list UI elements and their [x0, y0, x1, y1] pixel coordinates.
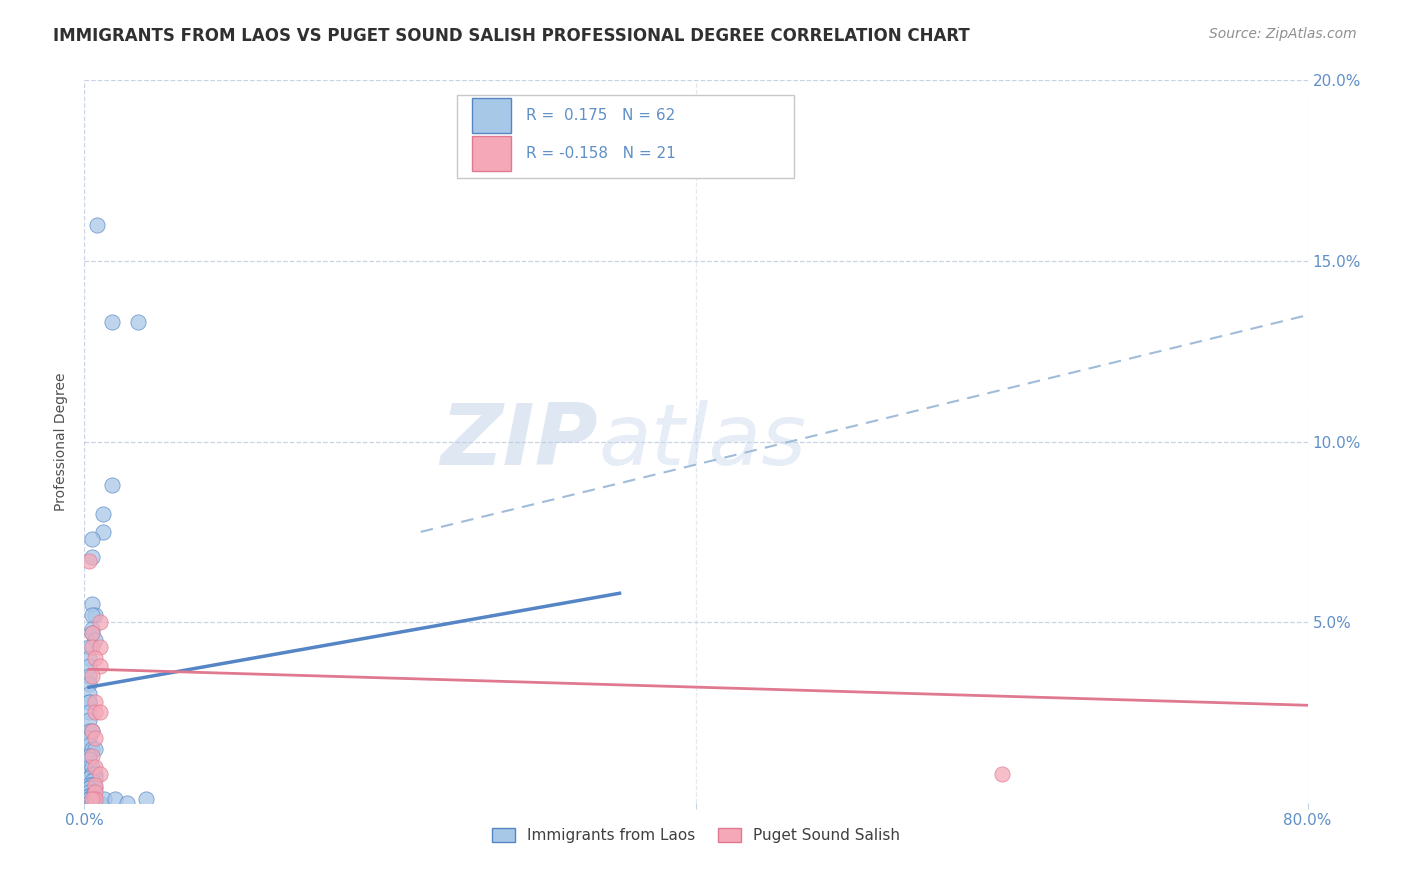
Point [80, 623, 103, 637]
Point [77, 789, 100, 803]
Point [89, 767, 111, 781]
Text: IMMIGRANTS FROM LAOS VS PUGET SOUND SALISH PROFESSIONAL DEGREE CORRELATION CHART: IMMIGRANTS FROM LAOS VS PUGET SOUND SALI… [53, 27, 970, 45]
Point [84, 767, 107, 781]
Point [84, 741, 107, 756]
Point [80, 626, 103, 640]
Point [77, 785, 100, 799]
Text: ZIP: ZIP [440, 400, 598, 483]
Point [77, 778, 100, 792]
Point [77, 658, 100, 673]
Point [89, 658, 111, 673]
Point [84, 760, 107, 774]
Point [80, 778, 103, 792]
Point [77, 676, 100, 690]
Point [80, 789, 103, 803]
Point [80, 669, 103, 683]
Point [77, 731, 100, 745]
Point [80, 741, 103, 756]
Point [77, 554, 100, 568]
Point [84, 796, 107, 810]
Point [77, 781, 100, 796]
Point [77, 687, 100, 701]
Point [77, 792, 100, 806]
Point [84, 695, 107, 709]
Point [80, 532, 103, 546]
Point [77, 723, 100, 738]
Point [80, 778, 103, 792]
Point [84, 792, 107, 806]
Point [77, 695, 100, 709]
Point [84, 633, 107, 648]
Point [77, 695, 100, 709]
Point [77, 760, 100, 774]
Point [991, 767, 1014, 781]
Point [80, 550, 103, 565]
Point [104, 792, 127, 806]
Point [89, 706, 111, 720]
Text: Source: ZipAtlas.com: Source: ZipAtlas.com [1209, 27, 1357, 41]
Point [89, 640, 111, 655]
Point [80, 640, 103, 655]
Point [80, 597, 103, 611]
Point [84, 607, 107, 622]
Point [91, 507, 114, 521]
Point [84, 778, 107, 792]
Point [84, 731, 107, 745]
Point [80, 723, 103, 738]
Point [77, 706, 100, 720]
FancyBboxPatch shape [472, 136, 512, 171]
Point [77, 796, 100, 810]
Point [84, 771, 107, 785]
Point [80, 760, 103, 774]
Point [135, 792, 157, 806]
Point [89, 615, 111, 630]
Point [77, 792, 100, 806]
Point [80, 792, 103, 806]
Point [77, 748, 100, 763]
Text: R =  0.175   N = 62: R = 0.175 N = 62 [526, 108, 675, 123]
Point [80, 748, 103, 763]
Point [115, 796, 138, 810]
Point [89, 796, 111, 810]
Point [80, 796, 103, 810]
Point [86, 218, 108, 232]
Y-axis label: Professional Degree: Professional Degree [55, 372, 69, 511]
Point [77, 669, 100, 683]
Point [77, 640, 100, 655]
Text: atlas: atlas [598, 400, 806, 483]
Point [77, 713, 100, 727]
FancyBboxPatch shape [472, 98, 512, 133]
Point [84, 785, 107, 799]
Point [77, 651, 100, 665]
Point [77, 752, 100, 766]
Point [84, 796, 107, 810]
Point [80, 774, 103, 789]
Point [80, 626, 103, 640]
Point [84, 781, 107, 796]
Point [101, 478, 124, 492]
Point [93, 792, 115, 806]
Legend: Immigrants from Laos, Puget Sound Salish: Immigrants from Laos, Puget Sound Salish [485, 822, 907, 849]
Point [91, 524, 114, 539]
Point [80, 723, 103, 738]
Text: R = -0.158   N = 21: R = -0.158 N = 21 [526, 146, 676, 161]
Point [80, 792, 103, 806]
Point [80, 785, 103, 799]
Point [77, 771, 100, 785]
Point [77, 738, 100, 752]
Point [84, 651, 107, 665]
Point [80, 767, 103, 781]
Point [80, 792, 103, 806]
Point [77, 789, 100, 803]
Point [127, 315, 149, 329]
Point [101, 315, 124, 329]
Point [84, 706, 107, 720]
Point [80, 607, 103, 622]
FancyBboxPatch shape [457, 95, 794, 178]
